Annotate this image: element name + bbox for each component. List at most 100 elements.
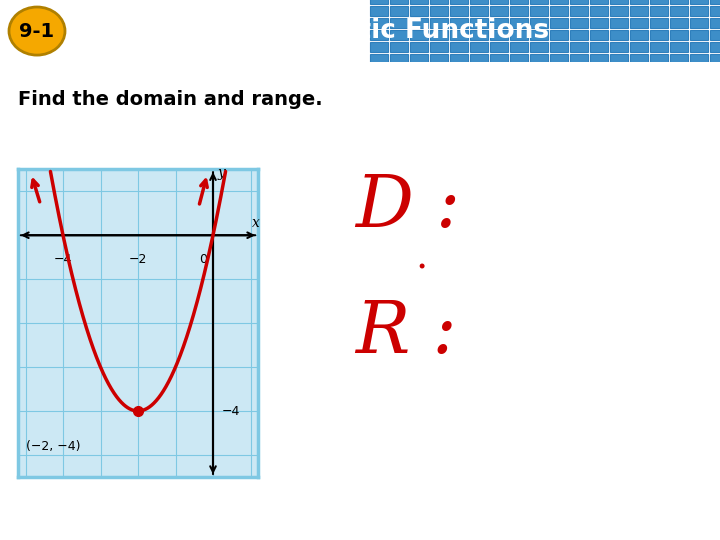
- Bar: [710, 6, 720, 16]
- Bar: [450, 42, 468, 52]
- Bar: [470, 0, 488, 4]
- Bar: [510, 42, 528, 52]
- Bar: [570, 0, 588, 4]
- Bar: [670, 42, 688, 52]
- Bar: [570, 18, 588, 28]
- Bar: [610, 30, 628, 40]
- Bar: [650, 0, 668, 4]
- Bar: [410, 18, 428, 28]
- Bar: [470, 6, 488, 16]
- Bar: [650, 42, 668, 52]
- Bar: [390, 0, 408, 4]
- Text: (−2, −4): (−2, −4): [25, 440, 80, 453]
- Text: Copyright © by Holt, Rinehart and Winston. All Rights Reserved.: Copyright © by Holt, Rinehart and Winsto…: [395, 518, 710, 528]
- Bar: [590, 30, 608, 40]
- Bar: [470, 42, 488, 52]
- Bar: [410, 0, 428, 4]
- Ellipse shape: [9, 7, 65, 55]
- Bar: [410, 42, 428, 52]
- Bar: [710, 18, 720, 28]
- Bar: [390, 30, 408, 40]
- Bar: [390, 54, 408, 64]
- Bar: [490, 18, 508, 28]
- Bar: [670, 54, 688, 64]
- Bar: [570, 54, 588, 64]
- Bar: [370, 0, 388, 4]
- Bar: [530, 6, 548, 16]
- Text: y: y: [217, 166, 225, 180]
- Text: Find the domain and range.: Find the domain and range.: [18, 90, 323, 109]
- Bar: [530, 54, 548, 64]
- Bar: [430, 42, 448, 52]
- Text: .: .: [415, 239, 427, 276]
- Bar: [450, 54, 468, 64]
- Bar: [590, 0, 608, 4]
- Bar: [570, 6, 588, 16]
- Bar: [650, 54, 668, 64]
- Bar: [370, 54, 388, 64]
- Bar: [630, 18, 648, 28]
- Text: −2: −2: [129, 253, 147, 266]
- Bar: [390, 42, 408, 52]
- Bar: [690, 42, 708, 52]
- Bar: [530, 0, 548, 4]
- Bar: [690, 6, 708, 16]
- Bar: [370, 30, 388, 40]
- Bar: [690, 0, 708, 4]
- Bar: [550, 18, 568, 28]
- Text: −4: −4: [221, 404, 240, 417]
- Bar: [570, 42, 588, 52]
- Bar: [550, 6, 568, 16]
- Bar: [490, 0, 508, 4]
- Bar: [370, 6, 388, 16]
- Bar: [490, 42, 508, 52]
- Bar: [690, 30, 708, 40]
- Bar: [470, 30, 488, 40]
- Bar: [710, 0, 720, 4]
- Text: Holt Algebra 1: Holt Algebra 1: [10, 516, 123, 530]
- Bar: [470, 54, 488, 64]
- Bar: [630, 0, 648, 4]
- Bar: [490, 30, 508, 40]
- Bar: [590, 18, 608, 28]
- Bar: [590, 54, 608, 64]
- Bar: [610, 42, 628, 52]
- Bar: [450, 6, 468, 16]
- Bar: [590, 42, 608, 52]
- Bar: [470, 18, 488, 28]
- Bar: [690, 18, 708, 28]
- Bar: [650, 30, 668, 40]
- Bar: [710, 54, 720, 64]
- Bar: [450, 18, 468, 28]
- Bar: [530, 30, 548, 40]
- Bar: [610, 18, 628, 28]
- Text: x: x: [252, 216, 260, 230]
- Bar: [630, 6, 648, 16]
- Bar: [510, 54, 528, 64]
- Bar: [550, 30, 568, 40]
- Bar: [510, 30, 528, 40]
- Bar: [430, 0, 448, 4]
- Bar: [390, 18, 408, 28]
- Bar: [530, 42, 548, 52]
- Bar: [650, 6, 668, 16]
- Text: 9-1: 9-1: [19, 22, 55, 40]
- Bar: [490, 54, 508, 64]
- Bar: [430, 18, 448, 28]
- Bar: [550, 42, 568, 52]
- Bar: [450, 30, 468, 40]
- Bar: [430, 54, 448, 64]
- Bar: [370, 18, 388, 28]
- Bar: [450, 0, 468, 4]
- Bar: [530, 18, 548, 28]
- Bar: [710, 42, 720, 52]
- Text: 0: 0: [199, 253, 207, 266]
- Bar: [610, 6, 628, 16]
- Bar: [650, 18, 668, 28]
- Bar: [630, 30, 648, 40]
- Bar: [410, 54, 428, 64]
- Bar: [410, 6, 428, 16]
- Bar: [630, 42, 648, 52]
- Bar: [390, 6, 408, 16]
- Text: R :: R :: [355, 297, 456, 368]
